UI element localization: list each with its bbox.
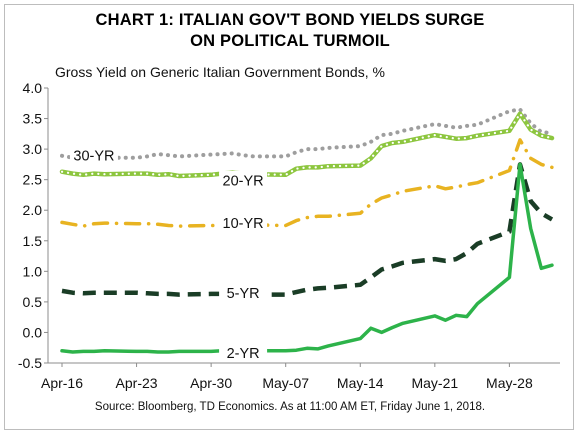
series-label-bg-2-yr xyxy=(219,343,268,363)
series-label-10-yr: 10-YR xyxy=(223,216,264,232)
series-label-bg-10-yr xyxy=(219,212,268,232)
y-tick-label: 4.0 xyxy=(23,80,43,96)
y-tick-label: 1.5 xyxy=(23,233,43,249)
series-line-20-yr-overlay xyxy=(60,112,554,178)
chart-title-line-2: ON POLITICAL TURMOIL xyxy=(190,32,390,50)
series-label-2-yr: 2-YR xyxy=(227,346,260,362)
y-tick-label: 0.0 xyxy=(23,324,43,340)
series-label-bg-20-yr xyxy=(219,170,268,190)
y-tick-label: 2.0 xyxy=(23,202,43,218)
y-tick-label: 0.5 xyxy=(23,294,43,310)
chart-frame xyxy=(4,4,574,430)
series-label-30-yr: 30-YR xyxy=(73,149,114,165)
x-tick-label: Apr-30 xyxy=(190,375,232,391)
y-tick-label: 2.5 xyxy=(23,172,43,188)
series-label-bg-30-yr xyxy=(69,145,118,165)
series-line-20-yr xyxy=(59,111,555,179)
x-tick-label: May-28 xyxy=(486,375,533,391)
x-tick-label: May-21 xyxy=(411,375,458,391)
series-line-10-yr xyxy=(60,138,554,228)
series-label-bg-5-yr xyxy=(219,283,268,303)
y-tick-label: -0.5 xyxy=(18,355,42,371)
x-tick-label: May-14 xyxy=(337,375,384,391)
y-tick-label: 1.0 xyxy=(23,263,43,279)
x-tick-label: May-07 xyxy=(262,375,309,391)
series-line-2-yr xyxy=(60,162,554,354)
y-tick-label: 3.0 xyxy=(23,141,43,157)
x-tick-label: Apr-23 xyxy=(116,375,158,391)
chart-title-line-1: CHART 1: ITALIAN GOV'T BOND YIELDS SURGE xyxy=(95,11,485,29)
y-tick-label: 3.5 xyxy=(23,111,43,127)
x-tick-label: Apr-16 xyxy=(41,375,83,391)
series-label-20-yr: 20-YR xyxy=(223,174,264,190)
chart-source-note: Source: Bloomberg, TD Economics. As at 1… xyxy=(94,401,486,413)
chart-title: CHART 1: ITALIAN GOV'T BOND YIELDS SURGE… xyxy=(0,10,580,52)
chart-subtitle: Gross Yield on Generic Italian Governmen… xyxy=(55,64,385,80)
series-line-30-yr xyxy=(60,107,554,160)
series-label-5-yr: 5-YR xyxy=(227,286,260,302)
